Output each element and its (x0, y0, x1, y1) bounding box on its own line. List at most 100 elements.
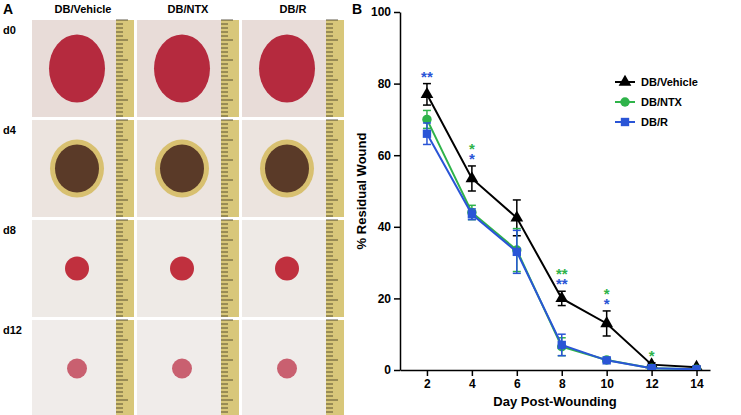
ruler-tick (116, 284, 123, 285)
ruler-tick (326, 216, 333, 217)
ruler-tick (116, 160, 128, 161)
ruler-tick (221, 72, 228, 73)
legend: DB/VehicleDB/NTXDB/R (615, 75, 698, 128)
ruler-tick (116, 312, 123, 313)
error-bar-cap (468, 219, 476, 221)
photo-background (137, 220, 239, 317)
ruler-tick (326, 100, 338, 101)
ruler-tick (221, 88, 228, 89)
photo-background (242, 120, 344, 217)
tick: 20 (378, 292, 400, 306)
ruler-tick (116, 140, 128, 141)
ruler-tick (221, 280, 233, 281)
ruler-tick (326, 412, 333, 413)
ruler-tick (326, 96, 333, 97)
figure: ADB/VehicleDB/NTXDB/Rd0d4d8d12B246810121… (0, 0, 741, 415)
wound (65, 257, 89, 281)
ruler-tick (116, 192, 123, 193)
ruler-tick (116, 164, 123, 165)
ruler-tick (221, 380, 233, 381)
tick-label: 14 (690, 377, 704, 391)
photo (242, 320, 344, 415)
ruler-tick (221, 272, 228, 273)
ruler-tick (116, 168, 123, 169)
ruler-tick (221, 112, 228, 113)
ruler (326, 220, 344, 317)
ruler-tick (326, 36, 333, 37)
tick: 4 (469, 370, 476, 391)
ruler-tick (116, 392, 123, 393)
ruler-tick (221, 24, 228, 25)
ruler-tick (221, 312, 228, 313)
ruler-tick (116, 204, 123, 205)
ruler-tick (221, 360, 233, 361)
y-axis: 020406080100 (371, 5, 401, 377)
photo (242, 20, 344, 117)
ruler-tick (221, 336, 228, 337)
ruler-tick (326, 164, 333, 165)
ruler-tick (116, 276, 123, 277)
ruler-tick (221, 60, 233, 61)
ruler-tick (326, 372, 333, 373)
ruler-tick (326, 240, 338, 241)
ruler-tick (116, 100, 128, 101)
series (422, 110, 701, 370)
photo (32, 20, 134, 117)
series (421, 84, 703, 370)
ruler-tick (221, 236, 228, 237)
ruler-tick (221, 220, 233, 221)
error-bar-cap (468, 208, 476, 210)
ruler-tick (116, 280, 128, 281)
ruler-tick (326, 236, 333, 237)
ruler-tick (221, 28, 228, 29)
ruler-tick (221, 292, 228, 293)
ruler-tick (326, 204, 333, 205)
ruler-tick (221, 64, 228, 65)
ruler-tick (326, 24, 333, 25)
ruler-tick (221, 184, 228, 185)
ruler-tick (326, 112, 333, 113)
ruler-tick (116, 144, 123, 145)
ruler-tick (326, 168, 333, 169)
ruler-tick (221, 148, 228, 149)
ruler-tick (116, 372, 123, 373)
ruler-tick (221, 80, 233, 81)
photo (32, 220, 134, 317)
tick-label: 4 (469, 377, 476, 391)
photo-background (32, 320, 134, 415)
ruler-tick (116, 116, 123, 117)
ruler-tick (116, 260, 128, 261)
ruler-tick (116, 368, 123, 369)
ruler-tick (221, 332, 228, 333)
ruler-tick (221, 320, 233, 321)
ruler-tick (221, 224, 228, 225)
error-bar-cap (513, 230, 521, 232)
ruler-tick (221, 164, 228, 165)
ruler-tick (221, 356, 228, 357)
x-axis-title: Day Post-Wounding (493, 394, 616, 409)
ruler-tick (221, 264, 228, 265)
ruler-tick (326, 248, 333, 249)
ruler-tick (221, 48, 228, 49)
ruler-tick (221, 76, 228, 77)
ruler-tick (116, 340, 128, 341)
ruler-tick (221, 160, 233, 161)
ruler-tick (221, 392, 228, 393)
ruler-tick (221, 104, 228, 105)
legend-label: DB/NTX (641, 96, 683, 108)
tick: 2 (424, 370, 431, 391)
tick: 10 (600, 370, 614, 391)
ruler-tick (221, 276, 228, 277)
series (423, 123, 701, 370)
ruler-tick (326, 300, 338, 301)
ruler-tick (326, 60, 338, 61)
error-bar-cap (558, 355, 566, 357)
ruler-tick (221, 212, 228, 213)
ruler-tick (221, 124, 228, 125)
ruler-tick (221, 400, 233, 401)
ruler-tick (326, 296, 333, 297)
ruler-tick (221, 188, 228, 189)
error-bar-cap (513, 199, 521, 201)
ruler-tick (326, 156, 333, 157)
photo (137, 320, 239, 415)
